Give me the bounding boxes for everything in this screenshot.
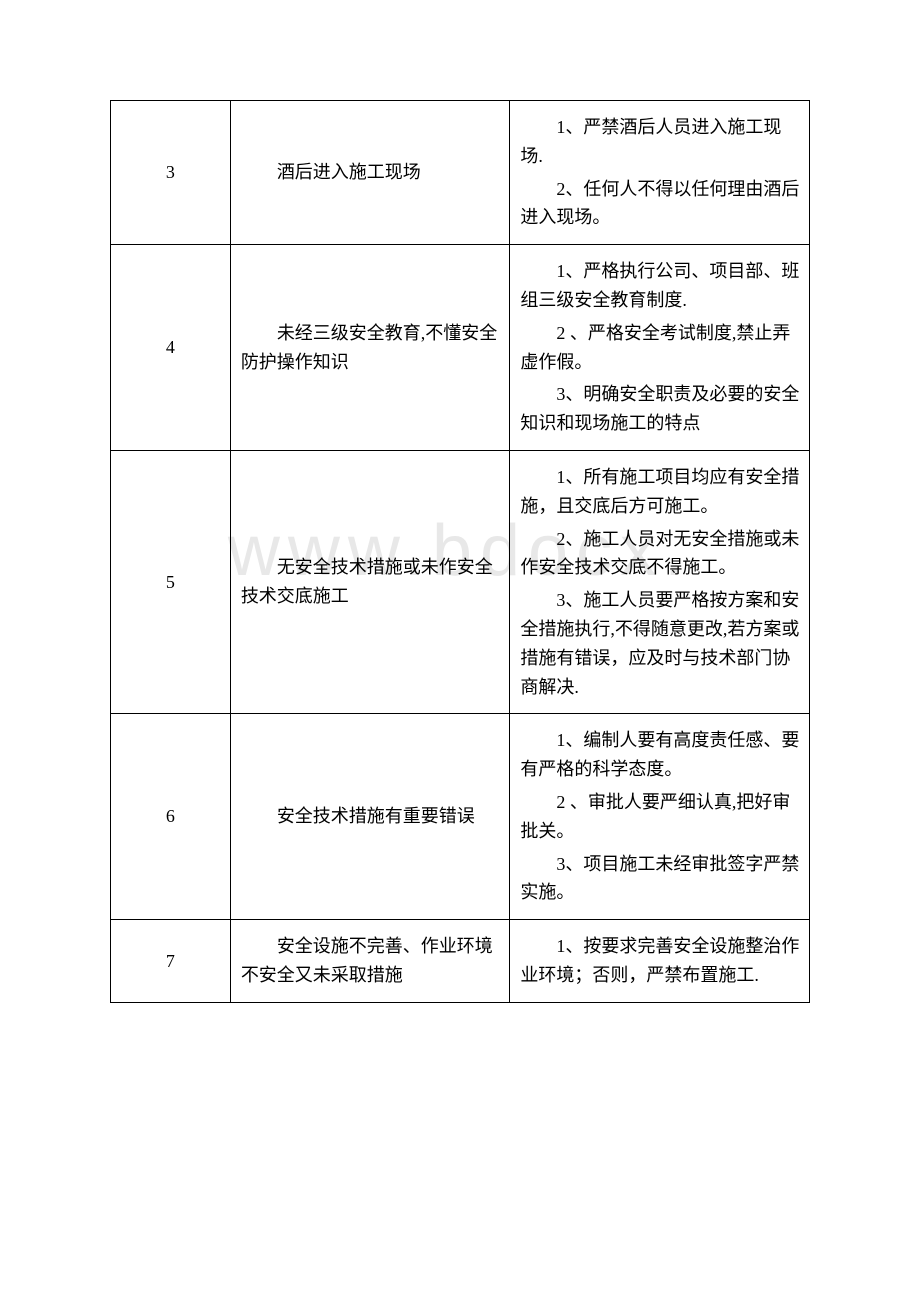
row-description: 安全设施不完善、作业环境不安全又未采取措施 [230,920,510,1003]
row-number: 5 [111,450,231,713]
row-number: 7 [111,920,231,1003]
table-row: 3 酒后进入施工现场 1、严禁酒后人员进入施工现场. 2、任何人不得以任何理由酒… [111,101,810,245]
row-description: 安全技术措施有重要错误 [230,714,510,920]
table-row: 4 未经三级安全教育,不懂安全防护操作知识 1、严格执行公司、项目部、班组三级安… [111,245,810,451]
row-measures: 1、编制人要有高度责任感、要有严格的科学态度。 2 、审批人要严细认真,把好审批… [510,714,810,920]
table-row: 5 无安全技术措施或未作安全技术交底施工 1、所有施工项目均应有安全措施，且交底… [111,450,810,713]
row-measures: 1、严禁酒后人员进入施工现场. 2、任何人不得以任何理由酒后进入现场。 [510,101,810,245]
table-row: 7 安全设施不完善、作业环境不安全又未采取措施 1、按要求完善安全设施整治作业环… [111,920,810,1003]
row-measures: 1、按要求完善安全设施整治作业环境；否则，严禁布置施工. [510,920,810,1003]
row-description: 无安全技术措施或未作安全技术交底施工 [230,450,510,713]
table-row: 6 安全技术措施有重要错误 1、编制人要有高度责任感、要有严格的科学态度。 2 … [111,714,810,920]
safety-table: 3 酒后进入施工现场 1、严禁酒后人员进入施工现场. 2、任何人不得以任何理由酒… [110,100,810,1003]
row-description: 酒后进入施工现场 [230,101,510,245]
row-number: 3 [111,101,231,245]
row-measures: 1、所有施工项目均应有安全措施，且交底后方可施工。 2、施工人员对无安全措施或未… [510,450,810,713]
row-number: 4 [111,245,231,451]
row-measures: 1、严格执行公司、项目部、班组三级安全教育制度. 2 、严格安全考试制度,禁止弄… [510,245,810,451]
row-number: 6 [111,714,231,920]
row-description: 未经三级安全教育,不懂安全防护操作知识 [230,245,510,451]
